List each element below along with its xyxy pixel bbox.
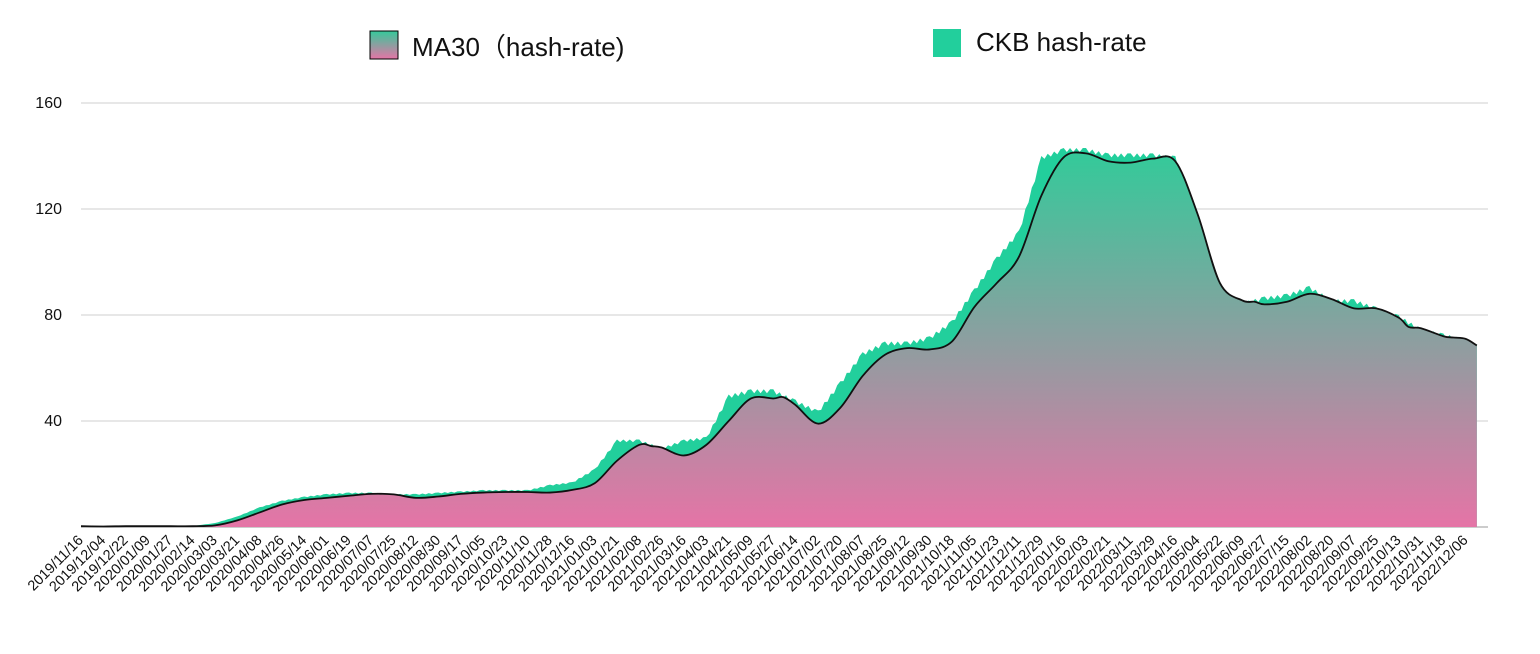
series-area-ma30 <box>81 152 1477 527</box>
y-tick-label: 80 <box>44 307 62 324</box>
legend-label-ckb-hash-rate: CKB hash-rate <box>976 27 1147 57</box>
legend: MA30（hash-rate) CKB hash-rate <box>369 27 1147 62</box>
legend-swatch-ma30 <box>369 30 399 60</box>
y-axis: 40 80 120 160 <box>35 95 62 430</box>
y-tick-label: 40 <box>44 413 62 430</box>
legend-label-ma30: MA30（hash-rate) <box>412 32 624 62</box>
legend-swatch-ckb-hash-rate <box>933 29 961 57</box>
y-tick-label: 160 <box>35 95 62 112</box>
x-axis: 2019/11/162019/12/042019/12/222020/01/09… <box>25 533 1472 596</box>
series-line-ma30 <box>80 151 1478 528</box>
series-layer <box>80 148 1478 528</box>
y-tick-label: 120 <box>35 201 62 218</box>
